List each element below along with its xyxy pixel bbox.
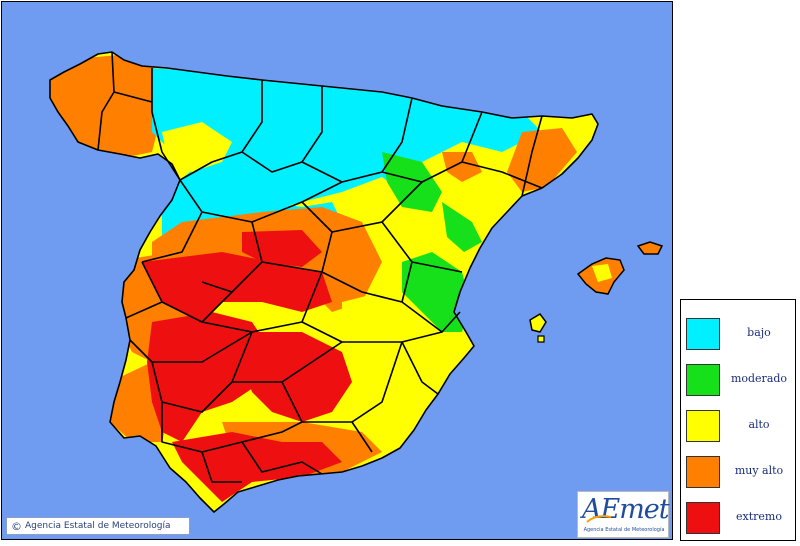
zone-moderado-1 [382,152,442,212]
copyright-label: © Agencia Estatal de Meteorología [6,517,190,535]
spain-map-svg [2,2,672,539]
risk-map: © Agencia Estatal de Meteorología AEmet … [1,1,673,540]
menorca [636,241,664,255]
ibiza [529,313,547,333]
legend-label: extremo [736,510,782,523]
legend-item-moderado: moderado [681,362,797,398]
logo-text: AEmet [582,494,670,525]
legend-swatch [686,456,720,488]
legend-swatch [686,364,720,396]
legend-item-bajo: bajo [681,316,797,352]
legend-swatch [686,502,720,534]
province-borders [49,51,599,513]
legend-label: alto [748,418,770,431]
legend-item-alto: alto [681,408,797,444]
legend-label: moderado [730,372,788,385]
logo-swoosh-icon [586,515,612,523]
legend-swatch [686,318,720,350]
zone-extremo-5 [242,230,322,267]
zone-moderado-2 [402,252,470,332]
zone-alto-north [162,122,232,172]
legend-item-extremo: extremo [681,500,797,536]
zone-ebro-muyalto [442,152,482,182]
copyright-symbol: © [11,519,22,533]
legend-label: bajo [747,326,771,339]
copyright-text: Agencia Estatal de Meteorología [25,521,171,531]
zone-alto-center [342,292,402,352]
aemet-logo: AEmet Agencia Estatal de Meteorología [577,491,670,538]
formentera [537,335,545,343]
legend-label: muy alto [734,464,784,477]
legend: bajo moderado alto muy alto extremo [680,299,796,541]
zone-north-bajo [152,68,542,232]
zone-alto-east [422,332,472,402]
logo-subtitle: Agencia Estatal de Meteorología [583,527,665,533]
legend-swatch [686,410,720,442]
zone-moderado-3 [442,202,482,252]
legend-item-muy-alto: muy alto [681,454,797,490]
zone-east-muyalto [507,128,577,192]
